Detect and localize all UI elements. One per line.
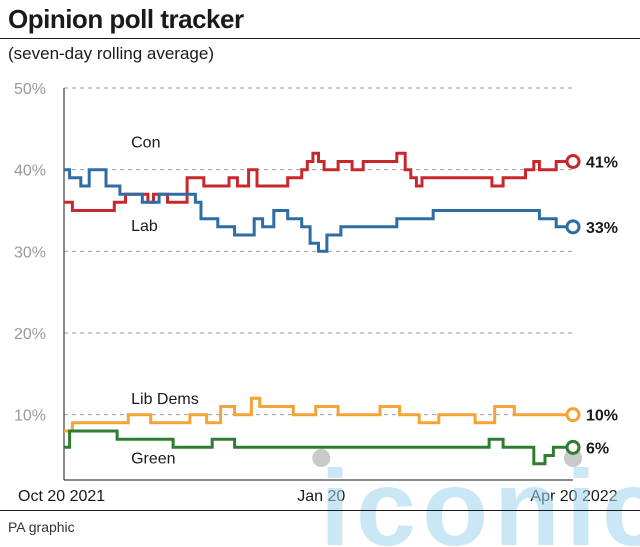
end-marker-con <box>565 154 581 169</box>
end-marker-lib-dems <box>565 407 581 423</box>
x-tick-label: Apr 20 2022 <box>530 488 617 505</box>
chart-title: Opinion poll tracker <box>8 4 244 34</box>
series-label-green: Green <box>131 451 175 468</box>
series-line-lab <box>64 168 573 253</box>
series-label-lib-dems: Lib Dems <box>131 391 199 408</box>
end-value-label: 6% <box>586 440 609 457</box>
series-label-con: Con <box>131 135 160 152</box>
end-marker-lab <box>565 219 581 235</box>
series-line-lib-dems <box>64 396 573 433</box>
series-line-green <box>64 429 573 466</box>
top-rule <box>0 38 640 39</box>
y-tick-label: 10% <box>14 408 46 425</box>
credit-text: PA graphic <box>8 519 75 535</box>
end-value-label: 10% <box>586 408 618 425</box>
end-value-label: 41% <box>586 155 618 172</box>
series-label-lab: Lab <box>131 218 158 235</box>
iconic-watermark: iconic <box>320 447 640 547</box>
x-tick-dot <box>564 449 582 467</box>
y-tick-label: 20% <box>14 326 46 343</box>
x-tick-label: Jan 20 <box>297 488 345 505</box>
y-tick-label: 50% <box>14 81 46 98</box>
y-tick-label: 40% <box>14 163 46 180</box>
x-tick-dot <box>312 449 331 467</box>
chart-subtitle: (seven-day rolling average) <box>8 44 214 63</box>
end-value-label: 33% <box>586 220 618 237</box>
bottom-rule <box>0 510 640 511</box>
series-line-con <box>64 151 573 212</box>
end-marker-green <box>565 439 581 455</box>
x-tick-label: Oct 20 2021 <box>18 488 105 505</box>
y-tick-label: 30% <box>14 244 46 261</box>
